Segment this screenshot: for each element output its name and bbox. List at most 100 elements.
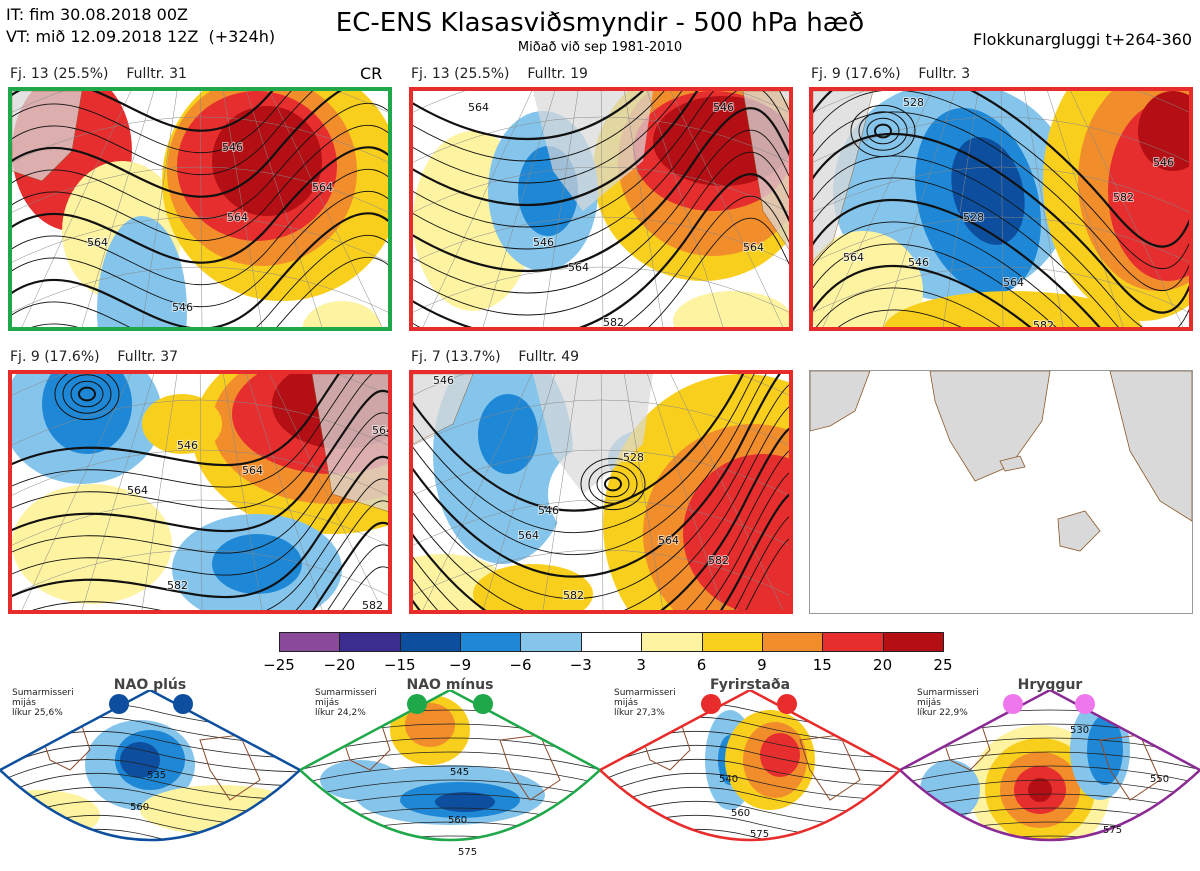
isohypse <box>413 195 789 327</box>
colorbar-cell <box>641 632 703 652</box>
contour-label: 564 <box>658 534 679 547</box>
cluster-1-label: Fj. 13 (25.5%) Fulltr. 31 <box>10 66 187 82</box>
latitude-line <box>813 166 1189 213</box>
cluster-map-svg: 546 564 564 564 582 582 <box>12 374 388 610</box>
contour-label: 528 <box>623 451 644 464</box>
regime-contour-label: 560 <box>130 802 149 813</box>
contours <box>12 374 388 610</box>
canada <box>810 371 871 432</box>
cluster-map-4: 546 564 564 564 582 582 <box>8 370 392 614</box>
anomaly-blob <box>1138 91 1189 171</box>
regime-map-content <box>900 690 1200 866</box>
meridian-line <box>482 91 556 327</box>
land-mass <box>311 374 388 512</box>
contour-label: 546 <box>222 141 243 154</box>
low-center-ring <box>78 386 96 402</box>
regime-anomaly <box>1015 854 1045 866</box>
low-center-ring <box>596 470 630 498</box>
isohypse <box>816 287 1001 327</box>
valid-time: VT: mið 12.09.2018 12Z (+324h) <box>6 27 276 46</box>
contour-label: 564 <box>1003 276 1024 289</box>
colorbar-tick-label: −15 <box>383 656 416 674</box>
regime-isohypse <box>900 751 1200 773</box>
isohypse <box>413 384 789 600</box>
contour-label: 546 <box>177 439 198 452</box>
regime-1-dot-right <box>173 694 193 714</box>
latitude-line <box>12 216 388 263</box>
meridian-line <box>81 374 155 610</box>
isohypse <box>12 146 388 264</box>
anomaly-blob <box>951 137 1025 245</box>
latitude-line <box>413 91 789 113</box>
colorbar-tick-label: 15 <box>812 656 832 674</box>
colorbar-cell <box>399 632 462 652</box>
isohypse <box>413 91 645 141</box>
contours <box>413 91 789 327</box>
cluster-4-label: Fj. 9 (17.6%) Fulltr. 37 <box>10 349 178 365</box>
cluster-2-member: Fulltr. 19 <box>527 66 588 82</box>
classification-window: Flokkunargluggi t+264-360 <box>973 30 1192 49</box>
latitude-line <box>413 374 789 396</box>
anomaly-shading <box>813 91 1189 327</box>
isohypse <box>413 91 699 207</box>
isohypse <box>413 374 781 578</box>
meridian-line <box>822 91 933 327</box>
regime-isohypse <box>300 779 600 801</box>
contour-label: 564 <box>127 484 148 497</box>
meridian-line <box>223 374 263 610</box>
contour-label: 564 <box>468 101 489 114</box>
isohypse <box>813 91 1189 269</box>
regime-anomaly <box>405 703 455 747</box>
colorbar-cell <box>580 632 643 652</box>
contour-label: 528 <box>903 96 924 109</box>
low-center-ring <box>70 380 104 408</box>
isohypse <box>12 374 355 488</box>
contour-label: 564 <box>227 211 248 224</box>
isohypse <box>12 212 388 327</box>
issue-time: IT: fim 30.08.2018 00Z <box>6 5 188 24</box>
regime-2-title: NAO mínus <box>406 677 494 693</box>
meridian-line <box>624 374 664 610</box>
isohypse <box>813 221 1080 327</box>
cluster-1-tag: CR <box>360 64 383 83</box>
contour-label: 564 <box>242 464 263 477</box>
latitude-line <box>413 499 789 546</box>
low-center-ring <box>850 104 916 158</box>
chart-title: EC-ENS Klasasviðsmyndir - 500 hPa hæð <box>335 8 865 38</box>
regime-contour-label: 575 <box>1103 825 1122 836</box>
meridian-line <box>647 91 724 327</box>
isohypse <box>813 91 1189 248</box>
base-map-svg <box>810 371 1192 613</box>
isohypse <box>413 91 683 184</box>
low-center-ring <box>858 111 908 151</box>
isohypse <box>12 91 314 176</box>
contour-label: 546 <box>172 301 193 314</box>
isohypse <box>413 91 789 250</box>
regime-4-title: Hryggur <box>1017 677 1083 693</box>
contour-label: 564 <box>518 529 539 542</box>
low-center-ring <box>62 374 112 414</box>
regime-contour-label: 530 <box>1070 725 1089 736</box>
low-center-ring <box>588 464 638 504</box>
regime-outline <box>600 690 900 842</box>
colorbar-tick-label: 9 <box>757 656 767 674</box>
meridian-line <box>422 374 533 610</box>
anomaly-blob <box>42 374 132 454</box>
cluster-map-svg: 546 528 546 564 564 582 582 <box>413 374 789 610</box>
latitude-line <box>12 266 388 313</box>
header-times: IT: fim 30.08.2018 00Z VT: mið 12.09.2018… <box>6 4 275 48</box>
contour-label: 546 <box>713 101 734 114</box>
regime-isohypse <box>900 765 1200 787</box>
colorbar-cell <box>339 632 401 652</box>
isohypse <box>12 234 388 327</box>
latitude-line <box>413 216 789 263</box>
isohypse <box>12 190 388 308</box>
isohypse <box>813 243 1057 327</box>
regime-contour-label: 575 <box>458 847 477 858</box>
iceland <box>999 455 1026 472</box>
meridian-line <box>600 374 604 610</box>
regime-4-dot-left <box>1003 694 1023 714</box>
regime-anomaly <box>320 760 400 800</box>
isohypse <box>413 472 789 610</box>
contours <box>813 91 1189 327</box>
